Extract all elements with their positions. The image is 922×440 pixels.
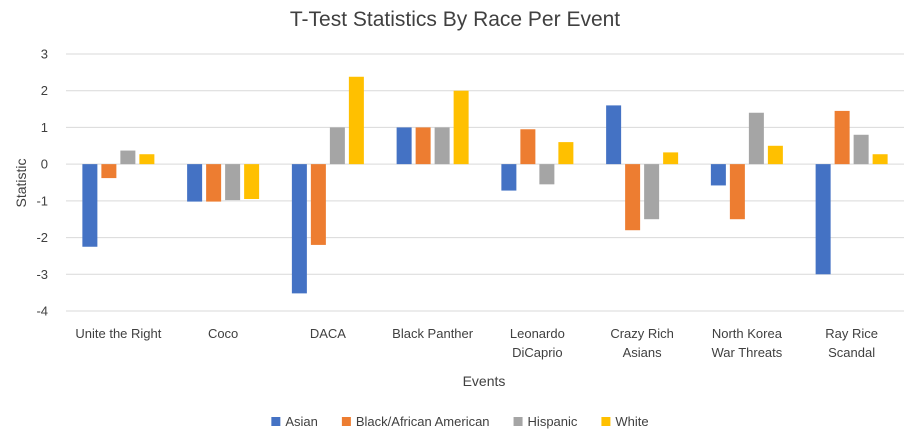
x-category-label: Coco xyxy=(208,326,238,341)
bar-asian-7 xyxy=(815,164,831,275)
bar-hispanic-0 xyxy=(120,150,136,165)
bar-black-african-american-4 xyxy=(520,129,536,165)
bar-hispanic-1 xyxy=(225,164,241,201)
bar-hispanic-7 xyxy=(853,134,869,165)
bar-asian-4 xyxy=(501,164,517,191)
bar-black-african-american-5 xyxy=(625,164,641,231)
bar-white-6 xyxy=(767,145,783,165)
chart-title: T-Test Statistics By Race Per Event xyxy=(290,8,620,31)
x-category-label: DACA xyxy=(310,326,346,341)
x-category-label: Black Panther xyxy=(392,326,474,341)
legend-swatch xyxy=(601,417,611,426)
y-tick-label: 0 xyxy=(41,157,48,172)
bar-black-african-american-3 xyxy=(415,127,431,165)
y-tick-label: 3 xyxy=(41,47,48,62)
legend-label: White xyxy=(615,414,648,429)
bar-hispanic-6 xyxy=(748,112,764,165)
bar-white-1 xyxy=(244,164,260,200)
bar-hispanic-4 xyxy=(539,164,555,185)
bar-black-african-american-1 xyxy=(206,164,222,202)
y-tick-label: 2 xyxy=(41,83,48,98)
y-tick-label: 1 xyxy=(41,120,48,135)
x-category-label: Asians xyxy=(623,345,663,360)
bar-asian-6 xyxy=(710,164,726,186)
x-category-label: Scandal xyxy=(828,345,875,360)
y-tick-label: -2 xyxy=(36,230,48,245)
bar-black-african-american-0 xyxy=(101,164,117,179)
y-tick-label: -4 xyxy=(36,304,48,319)
bar-asian-5 xyxy=(606,105,622,165)
bar-black-african-american-6 xyxy=(729,164,745,220)
x-axis-categories: Unite the Right Coco DACA Black Panther Leon… xyxy=(75,326,878,360)
bar-black-african-american-2 xyxy=(310,164,326,245)
x-category-label: Unite the Right xyxy=(75,326,161,341)
bar-white-2 xyxy=(348,76,364,165)
x-category-label: War Threats xyxy=(711,345,782,360)
bar-hispanic-5 xyxy=(644,164,660,220)
bar-asian-3 xyxy=(396,127,412,165)
legend-swatch xyxy=(513,417,523,426)
bar-asian-0 xyxy=(82,164,98,247)
bar-white-0 xyxy=(139,154,155,165)
bar-white-3 xyxy=(453,90,469,165)
legend-label: Black/African American xyxy=(356,414,490,429)
x-category-label: Ray Rice xyxy=(825,326,878,341)
legend-label: Hispanic xyxy=(528,414,578,429)
y-tick-label: -3 xyxy=(36,267,48,282)
x-category-label: Leonardo xyxy=(510,326,565,341)
x-category-label: DiCaprio xyxy=(512,345,563,360)
y-axis-label: Statistic xyxy=(13,158,29,207)
bar-white-4 xyxy=(558,142,574,165)
x-category-label: Crazy Rich xyxy=(610,326,674,341)
bar-hispanic-2 xyxy=(329,127,345,165)
bar-black-african-american-7 xyxy=(834,110,850,165)
legend-swatch xyxy=(341,417,351,426)
x-axis-label: Events xyxy=(463,373,506,389)
bar-asian-2 xyxy=(291,164,307,294)
bar-hispanic-3 xyxy=(434,127,450,165)
bar-white-7 xyxy=(872,154,888,165)
bars xyxy=(82,76,888,294)
x-category-label: North Korea xyxy=(712,326,783,341)
y-axis-ticks: -4 -3 -2 -1 0 1 2 3 xyxy=(36,47,48,319)
gridlines xyxy=(66,53,904,312)
legend-swatch xyxy=(271,417,281,426)
legend-label: Asian xyxy=(285,414,318,429)
y-tick-label: -1 xyxy=(36,193,48,208)
bar-white-5 xyxy=(663,152,679,165)
legend: Asian Black/African American Hispanic White xyxy=(271,414,649,429)
bar-asian-1 xyxy=(187,164,203,202)
